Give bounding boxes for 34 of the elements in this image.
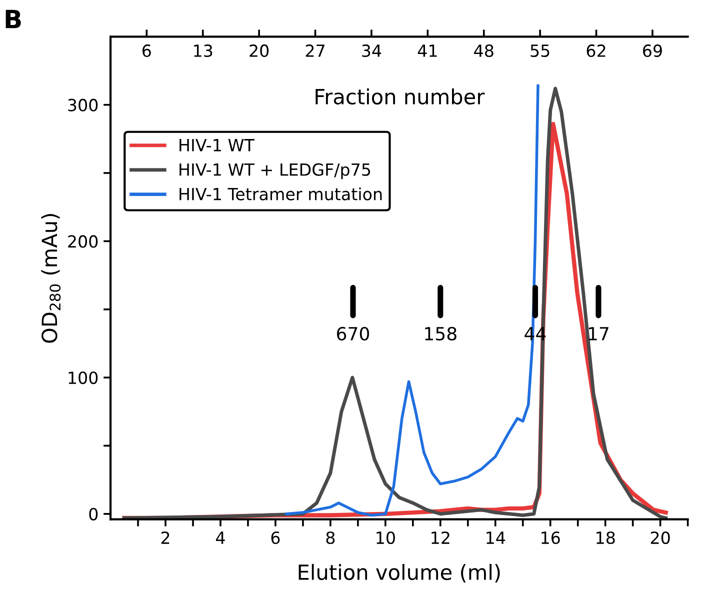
- x2-tick-label: 6: [142, 44, 151, 58]
- x-tick-label: 10: [376, 531, 395, 544]
- x2-tick-label: 55: [530, 44, 550, 58]
- x-tick-label: 20: [650, 531, 670, 544]
- annotation: 17: [588, 327, 608, 340]
- x-tick-label: 8: [326, 531, 335, 544]
- y-tick-label: 100: [68, 372, 98, 384]
- x2-tick-label: 41: [418, 44, 437, 57]
- x-tick-label: 16: [542, 531, 560, 544]
- x2-tick-label: 48: [474, 44, 494, 58]
- y-tick-label: 200: [68, 235, 98, 248]
- x-tick-label: 12: [432, 531, 450, 544]
- x2-tick-label: 34: [362, 44, 382, 58]
- x-tick-label: 6: [271, 531, 280, 544]
- x-tick-label: 18: [596, 531, 615, 544]
- legend-label: HIV-1 WT: [180, 139, 254, 152]
- annotation: 158: [425, 326, 456, 341]
- x2-tick-label: 62: [586, 44, 606, 58]
- x-axis-title: Elution volume (ml): [298, 564, 500, 583]
- x2-tick-label: 27: [306, 44, 324, 57]
- annotation: 670: [337, 326, 370, 341]
- x-tick-label: 4: [216, 532, 225, 544]
- y-tick-label: 0: [89, 508, 98, 520]
- x2-tick-label: 20: [250, 44, 269, 58]
- y-axis-title: OD$_{280}$ (mAu): [41, 214, 61, 343]
- chart-title: B: [6, 10, 21, 28]
- x2-tick-label: 69: [643, 44, 662, 58]
- legend-label: HIV-1 WT + LEDGF/p75: [180, 163, 370, 180]
- x-tick-label: 2: [161, 531, 170, 544]
- x2-axis-title: Fraction number: [316, 88, 485, 105]
- y-tick-label: 300: [68, 98, 98, 112]
- x-tick-label: 14: [486, 532, 506, 544]
- legend-label: HIV-1 Tetramer mutation: [180, 187, 382, 200]
- x2-tick-label: 13: [194, 44, 212, 58]
